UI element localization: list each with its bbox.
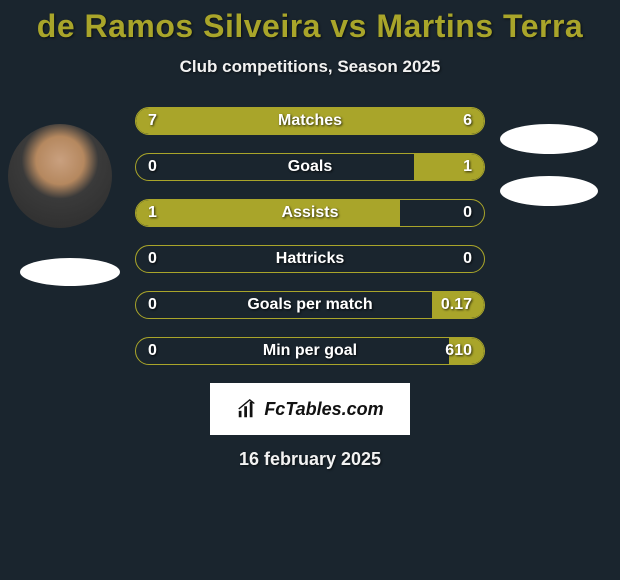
date-text: 16 february 2025 (0, 449, 620, 470)
stat-row-goals: 0 Goals 1 (135, 153, 485, 181)
player-avatar-left (8, 124, 112, 228)
stat-label: Matches (278, 112, 342, 130)
val-right: 6 (463, 112, 472, 130)
page-title: de Ramos Silveira vs Martins Terra (0, 8, 620, 45)
val-right: 610 (445, 342, 472, 360)
val-right: 0.17 (441, 296, 472, 314)
subtitle: Club competitions, Season 2025 (0, 57, 620, 77)
stat-label: Assists (282, 204, 339, 222)
stat-row-min-per-goal: 0 Min per goal 610 (135, 337, 485, 365)
stat-label: Min per goal (263, 342, 357, 360)
stat-row-goals-per-match: 0 Goals per match 0.17 (135, 291, 485, 319)
val-right: 1 (463, 158, 472, 176)
val-left: 7 (148, 112, 157, 130)
val-left: 0 (148, 342, 157, 360)
val-left: 0 (148, 250, 157, 268)
brand-badge[interactable]: FcTables.com (210, 383, 410, 435)
stat-row-matches: 7 Matches 6 (135, 107, 485, 135)
brand-text: FcTables.com (264, 399, 383, 420)
bar-right (414, 154, 484, 180)
val-left: 0 (148, 158, 157, 176)
decor-ellipse-3 (20, 258, 120, 286)
val-left: 1 (148, 204, 157, 222)
chart-icon (236, 398, 258, 420)
decor-ellipse-2 (500, 176, 598, 206)
stat-label: Hattricks (276, 250, 344, 268)
decor-ellipse-1 (500, 124, 598, 154)
stat-row-assists: 1 Assists 0 (135, 199, 485, 227)
stat-label: Goals per match (247, 296, 372, 314)
stats-rows: 7 Matches 6 0 Goals 1 1 Assists 0 0 Hatt… (135, 107, 485, 365)
bar-right (323, 108, 484, 134)
stat-label: Goals (288, 158, 332, 176)
val-right: 0 (463, 250, 472, 268)
stat-row-hattricks: 0 Hattricks 0 (135, 245, 485, 273)
val-left: 0 (148, 296, 157, 314)
val-right: 0 (463, 204, 472, 222)
bar-left (136, 200, 400, 226)
